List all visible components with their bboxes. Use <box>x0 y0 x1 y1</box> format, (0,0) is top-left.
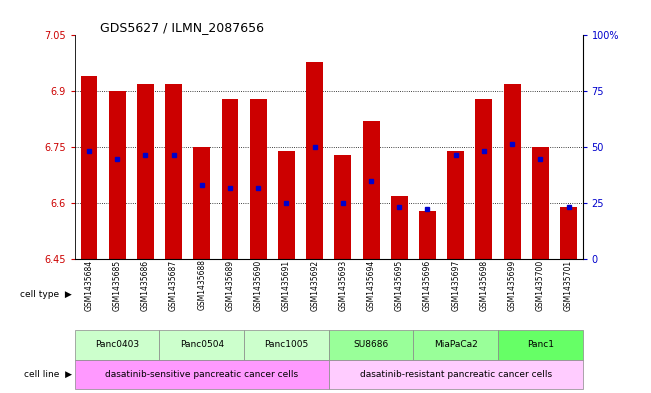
Bar <box>244 330 329 360</box>
Text: GSM1435689: GSM1435689 <box>225 259 234 310</box>
Text: GSM1435686: GSM1435686 <box>141 259 150 310</box>
Bar <box>498 330 583 360</box>
Text: Panc1005: Panc1005 <box>264 340 309 349</box>
Bar <box>329 330 413 360</box>
Text: GSM1435698: GSM1435698 <box>479 259 488 310</box>
Bar <box>193 147 210 259</box>
Text: GSM1435695: GSM1435695 <box>395 259 404 310</box>
Text: GSM1435692: GSM1435692 <box>310 259 319 310</box>
Text: GSM1435684: GSM1435684 <box>85 259 94 310</box>
Bar <box>504 84 521 259</box>
Text: GSM1435701: GSM1435701 <box>564 259 573 310</box>
Bar <box>221 99 238 259</box>
Bar <box>250 99 267 259</box>
Bar <box>75 360 329 389</box>
Text: GSM1435690: GSM1435690 <box>254 259 263 310</box>
Bar <box>137 84 154 259</box>
Bar <box>391 196 408 259</box>
Bar <box>81 76 98 259</box>
Text: GSM1435694: GSM1435694 <box>367 259 376 310</box>
Bar <box>532 147 549 259</box>
Bar <box>447 151 464 259</box>
Text: GSM1435697: GSM1435697 <box>451 259 460 310</box>
Bar <box>413 330 498 360</box>
Text: cell line  ▶: cell line ▶ <box>23 370 72 379</box>
Bar <box>278 151 295 259</box>
Bar <box>109 91 126 259</box>
Bar <box>335 155 352 259</box>
Text: GDS5627 / ILMN_2087656: GDS5627 / ILMN_2087656 <box>100 21 264 34</box>
Text: Panc0504: Panc0504 <box>180 340 224 349</box>
Text: GSM1435685: GSM1435685 <box>113 259 122 310</box>
Bar <box>75 330 159 360</box>
Text: GSM1435699: GSM1435699 <box>508 259 517 310</box>
Text: GSM1435687: GSM1435687 <box>169 259 178 310</box>
Text: SU8686: SU8686 <box>353 340 389 349</box>
Text: Panc0403: Panc0403 <box>95 340 139 349</box>
Bar <box>363 121 380 259</box>
Text: GSM1435700: GSM1435700 <box>536 259 545 310</box>
Text: MiaPaCa2: MiaPaCa2 <box>434 340 478 349</box>
Text: GSM1435696: GSM1435696 <box>423 259 432 310</box>
Bar <box>329 360 583 389</box>
Text: GSM1435688: GSM1435688 <box>197 259 206 310</box>
Bar <box>306 61 323 259</box>
Bar <box>159 330 244 360</box>
Bar <box>475 99 492 259</box>
Bar <box>165 84 182 259</box>
Text: dasatinib-resistant pancreatic cancer cells: dasatinib-resistant pancreatic cancer ce… <box>359 370 552 379</box>
Text: GSM1435693: GSM1435693 <box>339 259 348 310</box>
Text: GSM1435691: GSM1435691 <box>282 259 291 310</box>
Text: dasatinib-sensitive pancreatic cancer cells: dasatinib-sensitive pancreatic cancer ce… <box>105 370 298 379</box>
Bar <box>560 207 577 259</box>
Bar <box>419 211 436 259</box>
Text: cell type  ▶: cell type ▶ <box>20 290 72 299</box>
Text: Panc1: Panc1 <box>527 340 554 349</box>
